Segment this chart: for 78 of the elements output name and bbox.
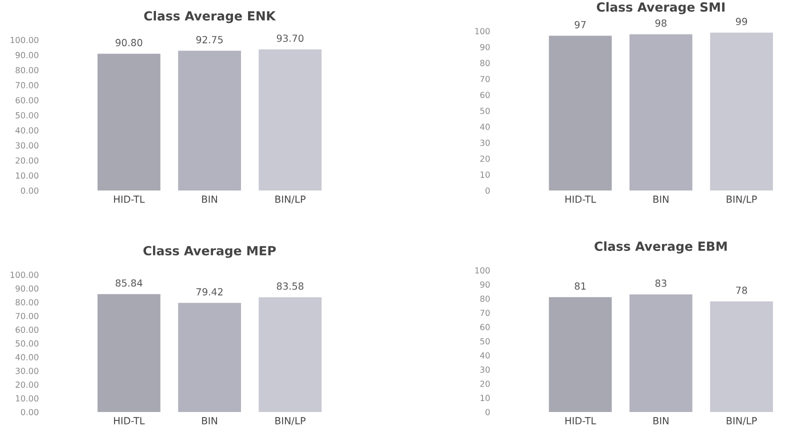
data-label: 97 bbox=[574, 21, 586, 28]
y-tick-label: 100.00 bbox=[10, 36, 38, 44]
chart-title: Class Average MEP bbox=[143, 246, 276, 258]
x-tick-label: BIN/LP bbox=[726, 196, 757, 204]
y-tick-label: 60.00 bbox=[16, 97, 38, 104]
y-tick-label: 40.00 bbox=[15, 127, 38, 134]
y-tick-label: 20.00 bbox=[16, 157, 38, 164]
bar bbox=[548, 297, 612, 412]
data-label: 90.80 bbox=[116, 38, 142, 46]
y-tick-label: 40 bbox=[480, 352, 490, 359]
y-tick-label: 0 bbox=[486, 187, 490, 194]
y-tick-label: 30 bbox=[480, 366, 490, 373]
bar bbox=[710, 301, 773, 412]
data-label: 99 bbox=[736, 18, 748, 26]
y-tick-label: 10 bbox=[480, 172, 490, 178]
x-tick-label: HID-TL bbox=[114, 196, 145, 203]
y-tick-label: 30 bbox=[480, 140, 490, 146]
y-tick-label: 50 bbox=[480, 108, 490, 114]
y-tick-label: 30.00 bbox=[16, 142, 38, 149]
y-tick-label: 50.00 bbox=[16, 112, 38, 118]
y-tick-label: 10.00 bbox=[16, 172, 38, 179]
y-tick-label: 50 bbox=[480, 338, 490, 344]
y-tick-label: 80.00 bbox=[16, 66, 38, 74]
y-tick-label: 90 bbox=[480, 281, 490, 288]
data-label: 79.42 bbox=[196, 288, 223, 296]
y-tick-label: 60 bbox=[480, 92, 490, 98]
bar bbox=[178, 302, 241, 412]
x-tick-label: HID-TL bbox=[565, 417, 596, 424]
bar bbox=[98, 294, 160, 412]
y-tick-label: 100 bbox=[475, 28, 490, 34]
y-tick-label: 80 bbox=[480, 60, 490, 66]
data-label: 78 bbox=[736, 286, 748, 294]
x-tick-label: HID-TL bbox=[565, 196, 596, 203]
x-tick-label: BIN/LP bbox=[726, 417, 757, 426]
x-tick-label: BIN/LP bbox=[275, 196, 306, 204]
y-tick-label: 80 bbox=[480, 296, 490, 302]
y-tick-label: 90 bbox=[480, 44, 490, 50]
data-label: 85.84 bbox=[116, 279, 142, 287]
y-tick-label: 0.00 bbox=[20, 408, 38, 416]
data-label: 93.70 bbox=[276, 34, 304, 42]
y-tick-label: 90.00 bbox=[16, 52, 38, 58]
y-tick-label: 40.00 bbox=[15, 354, 38, 360]
x-tick-label: BIN bbox=[653, 417, 668, 424]
x-tick-label: HID-TL bbox=[114, 417, 145, 424]
data-label: 83.58 bbox=[276, 282, 304, 290]
y-tick-label: 60 bbox=[480, 324, 490, 330]
y-tick-label: 50.00 bbox=[16, 340, 38, 347]
y-tick-label: 80.00 bbox=[16, 299, 38, 306]
data-label: 98 bbox=[655, 19, 666, 27]
data-label: 92.75 bbox=[196, 36, 223, 44]
bar bbox=[629, 294, 692, 412]
x-tick-label: BIN/LP bbox=[275, 417, 306, 426]
y-tick-label: 10 bbox=[480, 394, 490, 402]
y-tick-label: 20 bbox=[480, 380, 490, 387]
chart-title: Class Average SMI bbox=[596, 2, 724, 14]
y-tick-label: 0 bbox=[486, 408, 490, 416]
y-tick-label: 20.00 bbox=[16, 382, 38, 388]
chart-title: Class Average ENK bbox=[144, 10, 276, 24]
y-tick-label: 10.00 bbox=[16, 395, 38, 402]
y-tick-label: 100.00 bbox=[10, 272, 38, 278]
y-tick-label: 70.00 bbox=[16, 82, 38, 88]
chart-title: Class Average EBM bbox=[594, 241, 727, 254]
y-tick-label: 70 bbox=[480, 76, 490, 82]
x-tick-label: BIN bbox=[202, 417, 218, 424]
y-tick-label: 20 bbox=[480, 156, 490, 162]
x-tick-label: BIN bbox=[202, 196, 218, 203]
y-tick-label: 0.00 bbox=[20, 187, 38, 194]
y-tick-label: 70 bbox=[480, 310, 490, 316]
x-tick-label: BIN bbox=[653, 196, 668, 203]
y-tick-label: 70.00 bbox=[16, 312, 38, 320]
data-label: 83 bbox=[655, 280, 666, 287]
y-tick-label: 60.00 bbox=[16, 326, 38, 333]
bar bbox=[258, 297, 322, 412]
y-tick-label: 100 bbox=[475, 267, 490, 274]
y-tick-label: 90.00 bbox=[16, 285, 38, 292]
y-tick-label: 30.00 bbox=[16, 368, 38, 374]
data-label: 81 bbox=[574, 282, 586, 290]
y-tick-label: 40 bbox=[480, 124, 490, 130]
